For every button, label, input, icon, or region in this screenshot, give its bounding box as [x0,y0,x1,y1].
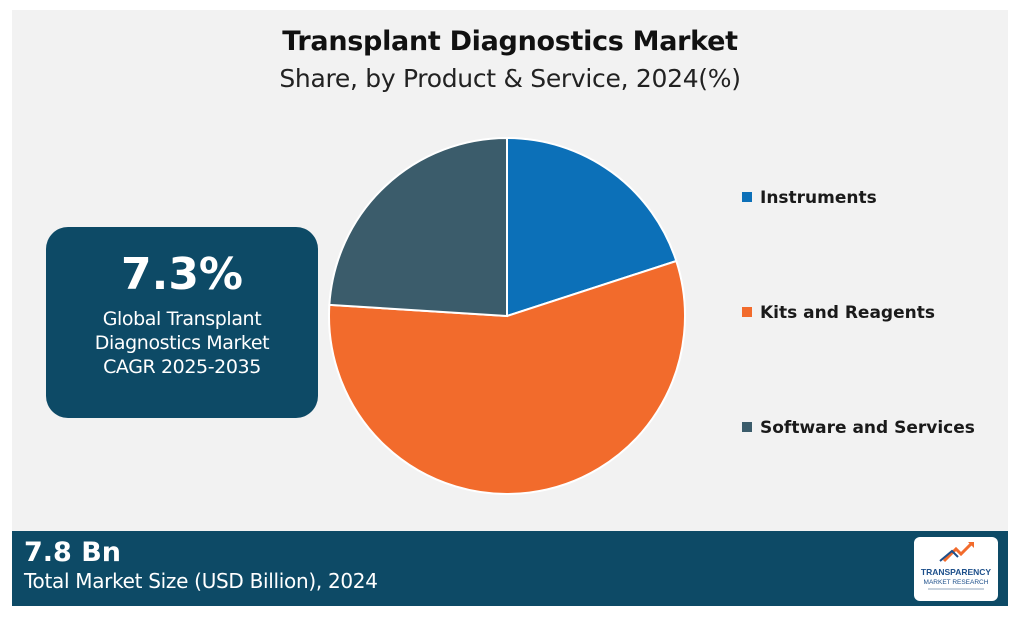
legend-swatch [742,307,752,317]
pie-slice-software-and-services [328,136,508,318]
chart-title: Transplant Diagnostics Market [282,26,738,57]
svg-text:MARKET RESEARCH: MARKET RESEARCH [924,579,989,586]
svg-text:TRANSPARENCY: TRANSPARENCY [921,567,992,577]
footer-bar: 7.8 Bn Total Market Size (USD Billion), … [12,531,1008,606]
market-size-value: 7.8 Bn [24,537,122,568]
legend-item-software-and-services: Software and Services [742,418,975,438]
market-size-label: Total Market Size (USD Billion), 2024 [24,569,378,593]
chart-subtitle: Share, by Product & Service, 2024(%) [279,64,741,93]
legend-item-kits-and-reagents: Kits and Reagents [742,303,935,323]
cagr-value: 7.3% [120,249,244,300]
legend-swatch [742,422,752,432]
growth-arrow-icon: TRANSPARENCY MARKET RESEARCH [921,541,992,590]
cagr-callout: 7.3% Global Transplant Diagnostics Marke… [46,227,318,418]
legend-label: Software and Services [760,418,975,438]
legend-swatch [742,192,752,202]
legend-item-instruments: Instruments [742,188,877,208]
pie-slice-kits-and-reagents [328,259,686,495]
legend-label: Instruments [760,188,877,208]
cagr-label: Global Transplant Diagnostics Market CAG… [94,308,270,378]
company-logo: TRANSPARENCY MARKET RESEARCH [914,537,998,601]
pie-slice-instruments [506,136,678,318]
legend-label: Kits and Reagents [760,303,935,323]
